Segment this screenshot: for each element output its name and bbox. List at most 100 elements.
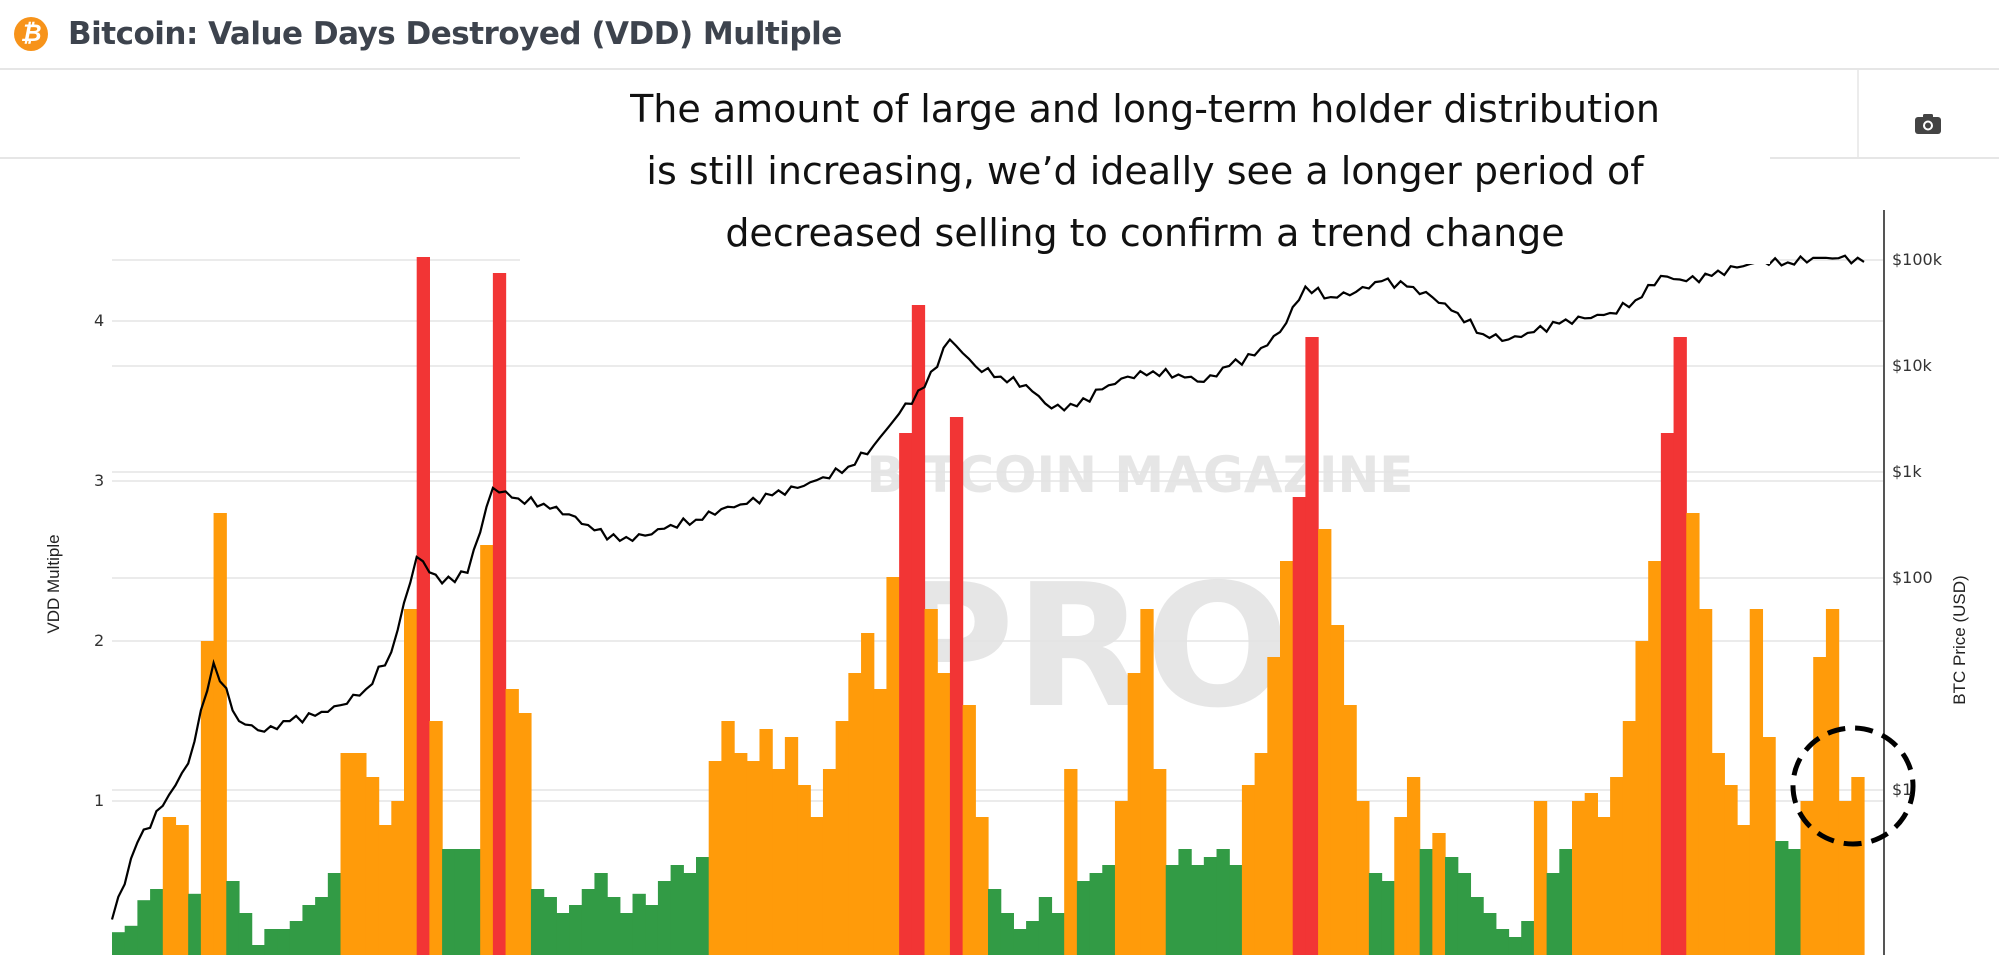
vdd-bar xyxy=(581,889,596,955)
y-tick-label: 4 xyxy=(94,311,105,330)
vdd-bar xyxy=(899,433,913,955)
vdd-bar xyxy=(365,777,380,955)
y2-tick-label: $100k xyxy=(1892,250,1942,269)
annotation-line: is still increasing, we’d ideally see a … xyxy=(646,149,1644,193)
vdd-bar xyxy=(289,921,304,955)
vdd-bar xyxy=(226,881,240,955)
vdd-bar xyxy=(1330,625,1345,955)
vdd-bar xyxy=(213,513,227,955)
vdd-bar xyxy=(378,825,392,955)
vdd-bar xyxy=(822,769,837,955)
annotation-text: The amount of large and long-term holder… xyxy=(520,78,1770,264)
vdd-bar xyxy=(112,932,126,955)
vdd-bar xyxy=(1572,801,1586,955)
vdd-bar xyxy=(797,785,811,955)
vdd-bar xyxy=(1470,897,1484,955)
vdd-bar xyxy=(1153,769,1167,955)
y-tick-label: 1 xyxy=(94,791,105,810)
vdd-bar xyxy=(1076,881,1091,955)
page-title: Bitcoin: Value Days Destroyed (VDD) Mult… xyxy=(68,16,842,52)
vdd-bar xyxy=(1673,337,1687,955)
vdd-bar xyxy=(721,721,735,955)
vdd-bar xyxy=(1013,929,1027,955)
vdd-bar xyxy=(1597,817,1611,955)
vdd-bar xyxy=(937,673,951,955)
vdd-bar xyxy=(1229,865,1243,955)
y-tick-label: 2 xyxy=(94,631,105,650)
vdd-bar xyxy=(150,889,164,955)
bitcoin-logo-icon: ₿ xyxy=(14,17,48,51)
vdd-bar xyxy=(1203,857,1218,955)
vdd-bar xyxy=(1165,865,1180,955)
vdd-bar xyxy=(861,633,875,955)
vdd-bar xyxy=(1724,785,1738,955)
vdd-bar xyxy=(429,721,443,955)
vdd-bar xyxy=(264,929,278,955)
vdd-bar xyxy=(670,865,684,955)
vdd-bar xyxy=(772,769,786,955)
vdd-bar xyxy=(911,305,926,955)
vdd-bar xyxy=(1546,873,1560,955)
vdd-bar xyxy=(988,889,1002,955)
vdd-bar xyxy=(1800,801,1814,955)
vdd-bar xyxy=(759,729,773,955)
vdd-bar xyxy=(1127,673,1141,955)
vdd-bar xyxy=(696,857,710,955)
vdd-bar xyxy=(1089,873,1103,955)
vdd-bar xyxy=(416,257,430,955)
vdd-bar xyxy=(1140,609,1154,955)
vdd-bar xyxy=(1292,497,1306,955)
vdd-bar xyxy=(1825,609,1840,955)
vdd-bar xyxy=(619,913,634,955)
vdd-bar xyxy=(1749,609,1764,955)
vdd-bar xyxy=(556,913,570,955)
y-tick-label: 3 xyxy=(94,471,105,490)
vdd-bar xyxy=(1305,337,1319,955)
btc-price-line xyxy=(110,254,1865,920)
camera-icon[interactable] xyxy=(1915,114,1941,134)
vdd-bar xyxy=(467,849,481,955)
vdd-bar xyxy=(784,737,799,955)
y-axis-label: VDD Multiple xyxy=(44,534,63,634)
vdd-bar xyxy=(1381,881,1395,955)
vdd-bar xyxy=(848,673,862,955)
vdd-bar xyxy=(1064,769,1078,955)
y2-tick-label: $10k xyxy=(1892,356,1932,375)
y2-tick-label: $1 xyxy=(1892,780,1913,799)
vdd-bar xyxy=(1114,801,1129,955)
vdd-bar xyxy=(1838,801,1852,955)
vdd-bar xyxy=(1280,561,1294,955)
vdd-bar xyxy=(238,913,253,955)
vdd-bar xyxy=(1343,705,1357,955)
vdd-bar xyxy=(1254,753,1268,955)
vdd-bar xyxy=(1851,777,1865,955)
vdd-bar xyxy=(607,897,621,955)
vdd-bar xyxy=(200,641,215,955)
vdd-bar xyxy=(1648,561,1662,955)
vdd-bar xyxy=(1660,433,1675,955)
watermark-line1: BITCOIN MAGAZINE xyxy=(867,446,1414,504)
vdd-bar xyxy=(734,753,748,955)
vdd-bar xyxy=(810,817,824,955)
vdd-bar xyxy=(746,761,761,955)
vdd-bar xyxy=(505,689,519,955)
vdd-bar xyxy=(1445,857,1459,955)
vdd-bar xyxy=(137,900,151,955)
vdd-bar xyxy=(1737,825,1751,955)
vdd-bar xyxy=(442,849,456,955)
annotation-line: decreased selling to confirm a trend cha… xyxy=(725,211,1565,255)
vdd-bar xyxy=(1457,873,1472,955)
vdd-bar xyxy=(353,753,367,955)
vdd-bar xyxy=(1483,913,1497,955)
vdd-bar xyxy=(188,893,202,955)
vdd-bar xyxy=(1559,849,1573,955)
vdd-bar xyxy=(1000,913,1014,955)
vdd-bar xyxy=(1432,833,1446,955)
vdd-bar xyxy=(1787,849,1802,955)
vdd-bar xyxy=(1368,873,1383,955)
y2-tick-label: $1k xyxy=(1892,462,1922,481)
vdd-bar xyxy=(657,881,672,955)
vdd-bar xyxy=(1191,865,1205,955)
vdd-bar xyxy=(645,905,659,955)
